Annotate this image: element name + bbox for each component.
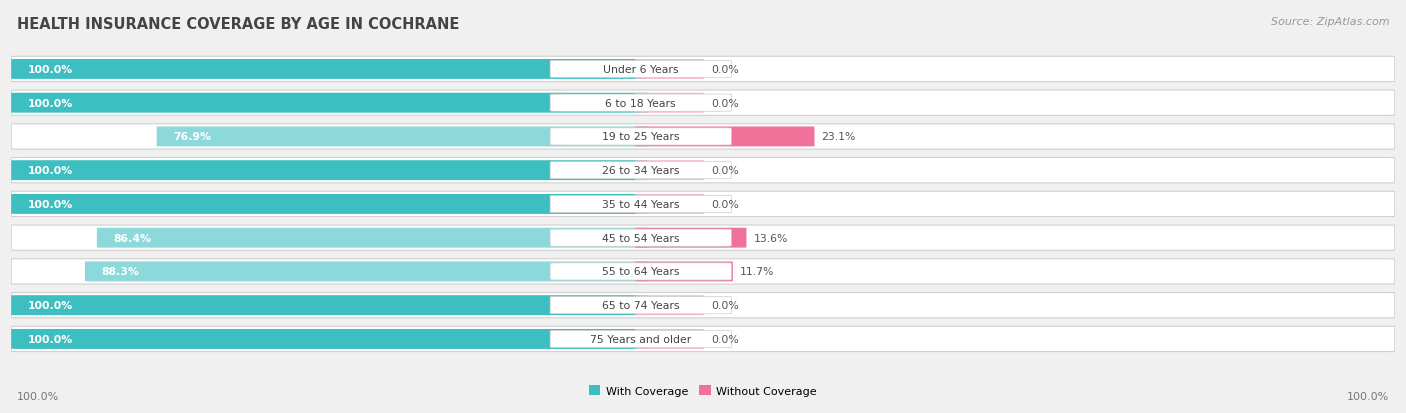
FancyBboxPatch shape <box>550 61 731 78</box>
Text: 26 to 34 Years: 26 to 34 Years <box>602 166 679 176</box>
Text: 76.9%: 76.9% <box>173 132 211 142</box>
FancyBboxPatch shape <box>11 192 1395 217</box>
FancyBboxPatch shape <box>11 158 1395 183</box>
Text: 100.0%: 100.0% <box>17 391 59 401</box>
Text: 100.0%: 100.0% <box>28 199 73 209</box>
FancyBboxPatch shape <box>636 262 733 282</box>
FancyBboxPatch shape <box>550 95 731 112</box>
FancyBboxPatch shape <box>11 57 1395 82</box>
FancyBboxPatch shape <box>11 124 1395 150</box>
FancyBboxPatch shape <box>550 263 731 280</box>
Text: 55 to 64 Years: 55 to 64 Years <box>602 267 679 277</box>
Legend: With Coverage, Without Coverage: With Coverage, Without Coverage <box>585 381 821 400</box>
FancyBboxPatch shape <box>97 228 648 248</box>
FancyBboxPatch shape <box>11 329 648 349</box>
Text: 45 to 54 Years: 45 to 54 Years <box>602 233 679 243</box>
Text: 11.7%: 11.7% <box>740 267 775 277</box>
FancyBboxPatch shape <box>11 293 1395 318</box>
FancyBboxPatch shape <box>636 329 704 349</box>
Text: 6 to 18 Years: 6 to 18 Years <box>606 98 676 109</box>
Text: Under 6 Years: Under 6 Years <box>603 65 679 75</box>
FancyBboxPatch shape <box>550 196 731 213</box>
Text: 100.0%: 100.0% <box>28 166 73 176</box>
Text: 0.0%: 0.0% <box>711 98 740 109</box>
Text: 75 Years and older: 75 Years and older <box>591 334 692 344</box>
Text: 13.6%: 13.6% <box>754 233 787 243</box>
FancyBboxPatch shape <box>11 91 1395 116</box>
FancyBboxPatch shape <box>550 128 731 146</box>
Text: 0.0%: 0.0% <box>711 300 740 311</box>
Text: 0.0%: 0.0% <box>711 199 740 209</box>
FancyBboxPatch shape <box>636 296 704 316</box>
Text: 19 to 25 Years: 19 to 25 Years <box>602 132 679 142</box>
FancyBboxPatch shape <box>11 327 1395 352</box>
Text: 100.0%: 100.0% <box>28 300 73 311</box>
Text: 65 to 74 Years: 65 to 74 Years <box>602 300 679 311</box>
Text: 100.0%: 100.0% <box>1347 391 1389 401</box>
Text: 0.0%: 0.0% <box>711 334 740 344</box>
FancyBboxPatch shape <box>636 93 704 113</box>
FancyBboxPatch shape <box>550 330 731 348</box>
FancyBboxPatch shape <box>11 195 648 214</box>
Text: 88.3%: 88.3% <box>101 267 139 277</box>
FancyBboxPatch shape <box>156 127 648 147</box>
Text: HEALTH INSURANCE COVERAGE BY AGE IN COCHRANE: HEALTH INSURANCE COVERAGE BY AGE IN COCH… <box>17 17 460 31</box>
Text: 23.1%: 23.1% <box>821 132 856 142</box>
FancyBboxPatch shape <box>11 93 648 113</box>
FancyBboxPatch shape <box>636 127 814 147</box>
FancyBboxPatch shape <box>636 228 747 248</box>
FancyBboxPatch shape <box>11 296 648 316</box>
Text: 100.0%: 100.0% <box>28 98 73 109</box>
Text: Source: ZipAtlas.com: Source: ZipAtlas.com <box>1271 17 1389 26</box>
FancyBboxPatch shape <box>636 195 704 214</box>
FancyBboxPatch shape <box>84 262 648 282</box>
Text: 35 to 44 Years: 35 to 44 Years <box>602 199 679 209</box>
FancyBboxPatch shape <box>11 60 648 80</box>
FancyBboxPatch shape <box>11 225 1395 251</box>
Text: 86.4%: 86.4% <box>114 233 152 243</box>
FancyBboxPatch shape <box>11 161 648 181</box>
Text: 0.0%: 0.0% <box>711 166 740 176</box>
FancyBboxPatch shape <box>636 161 704 181</box>
FancyBboxPatch shape <box>550 230 731 247</box>
FancyBboxPatch shape <box>11 259 1395 285</box>
FancyBboxPatch shape <box>636 60 704 80</box>
FancyBboxPatch shape <box>550 162 731 179</box>
FancyBboxPatch shape <box>550 297 731 314</box>
Text: 0.0%: 0.0% <box>711 65 740 75</box>
Text: 100.0%: 100.0% <box>28 334 73 344</box>
Text: 100.0%: 100.0% <box>28 65 73 75</box>
